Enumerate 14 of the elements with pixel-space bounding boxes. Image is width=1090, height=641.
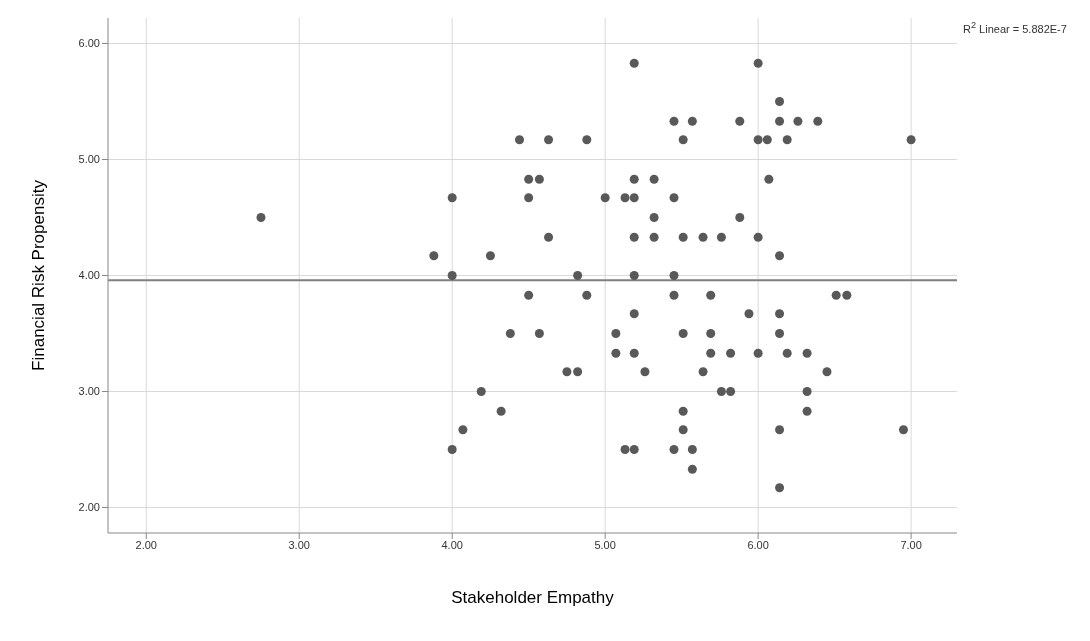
x-tick-label: 2.00 (135, 538, 157, 551)
text: R$^{2}$ Linear = 5.882E-7 (963, 20, 1067, 35)
y-tick-label: 4.00 (78, 269, 100, 282)
y-tick-label: 5.00 (78, 153, 100, 166)
x-axis-title: Stakeholder Empathy (451, 588, 615, 607)
x-tick-label: 4.00 (441, 538, 463, 551)
y-tick-label: 2.00 (78, 501, 100, 514)
y-axis-title: Financial Risk Propensity (29, 179, 49, 371)
x-tick-label: 6.00 (747, 538, 769, 551)
y-tick-label: 3.00 (78, 385, 100, 398)
y-tick-label: 6.00 (78, 37, 100, 50)
x-tick-label: 3.00 (288, 538, 310, 551)
x-tick-label: 7.00 (900, 538, 922, 551)
x-tick-label: 5.00 (594, 538, 616, 551)
